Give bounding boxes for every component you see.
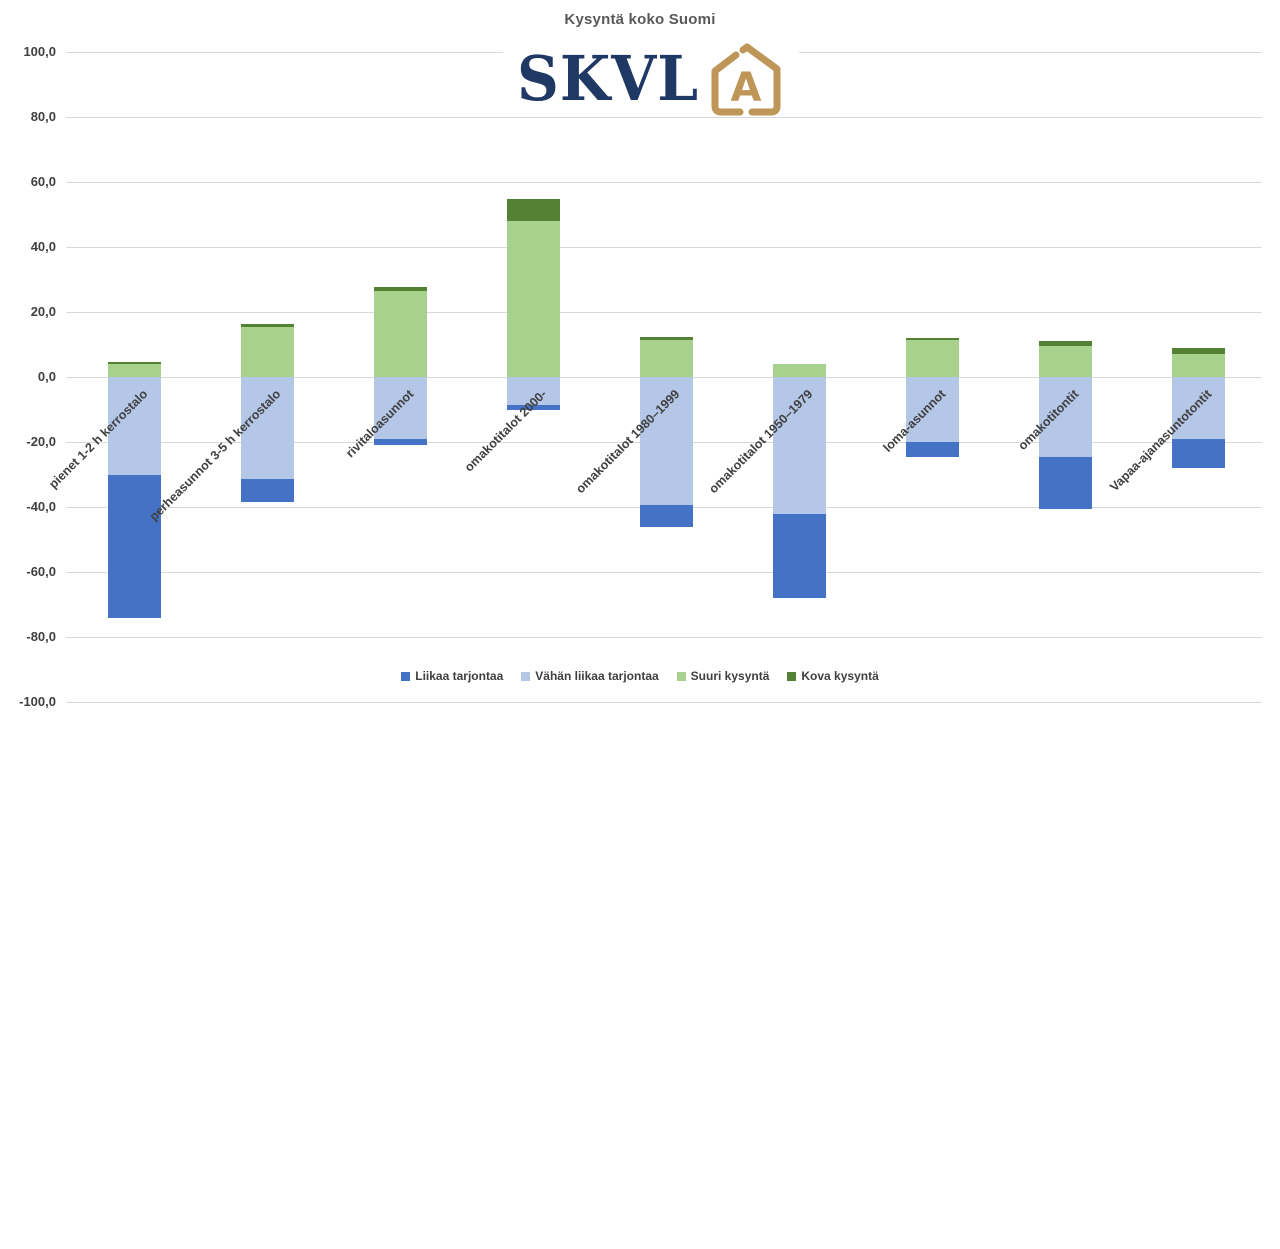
bar-segment [1172,354,1225,377]
bar-segment [906,442,959,457]
bar-segment [108,377,161,475]
y-axis-tick-label: 60,0 [30,174,56,189]
bar-segment [507,377,560,405]
bar-segment [1039,346,1092,377]
y-axis-tick-label: -20,0 [26,434,56,449]
bar-segment [241,479,294,503]
bar-segment [1172,438,1225,468]
bar-segment [374,286,427,291]
bar-segment [640,377,693,506]
skvl-logo: SKVL A [503,41,799,117]
chart-canvas: Kysyntä koko Suomi 100,0 80,0 60,0 40,0 20,0… [0,11,1280,709]
bar-segment [108,474,161,618]
bar-segment [1172,347,1225,355]
category-label: loma-asunnot [880,387,949,455]
bar-segment [640,505,693,527]
bar-segment [1039,456,1092,509]
legend-label: Suuri kysyntä [690,669,770,683]
bar-segment [374,438,427,446]
bar-segment [773,364,826,377]
legend-label: Liikaa tarjontaa [415,669,504,683]
bar-segment [374,377,427,439]
bar-segment [773,377,826,514]
bar-segment [640,339,693,377]
y-axis-tick-label: 80,0 [30,109,56,124]
legend-swatch [787,671,797,681]
legend-swatch [401,671,411,681]
gridline [66,571,1262,573]
legend-swatch [521,671,531,681]
legend-label: Kova kysyntä [801,669,879,683]
house-letter: A [731,65,762,111]
legend-label: Vähän liikaa tarjontaa [535,669,659,683]
y-axis-tick-label: 0,0 [37,369,56,384]
y-axis-tick-label: -100,0 [19,694,56,709]
legend-item: Suuri kysyntä [676,669,770,683]
gridline [66,636,1262,638]
y-axis-tick-label: 20,0 [30,304,56,319]
bar-segment [640,337,693,340]
bar-segment [241,324,294,327]
bar-segment [507,221,560,377]
legend-item: Liikaa tarjontaa [401,669,503,683]
y-axis-tick-label: 40,0 [30,239,56,254]
legend-item: Vähän liikaa tarjontaa [521,669,659,683]
house-outline-left [711,51,744,116]
bar-segment [1039,341,1092,347]
bar-segment [906,377,959,442]
y-axis-tick-label: -80,0 [26,629,56,644]
gridline [66,116,1262,118]
gridline [66,246,1262,248]
bar-segment [906,339,959,377]
bar-segment [773,513,826,598]
y-axis-tick-label: -40,0 [26,499,56,514]
y-axis-tick-label: -60,0 [26,564,56,579]
bar-segment [108,364,161,377]
bar-segment [241,377,294,480]
bar-segment [108,361,161,364]
gridline [66,311,1262,313]
bar-segment [374,290,427,377]
legend-swatch [676,671,686,681]
bar-segment [1039,377,1092,457]
skvl-logo-text: SKVL [516,42,700,116]
bar-segment [241,326,294,377]
gridline [66,701,1262,703]
y-axis-tick-label: 100,0 [23,44,56,59]
legend-item: Kova kysyntä [787,669,879,683]
legend: Liikaa tarjontaa Vähän liikaa tarjontaa Su… [0,669,1280,683]
bar-segment [1172,377,1225,439]
bar-segment [507,404,560,410]
gridline [66,181,1262,183]
bar-segment [507,199,560,221]
bar-segment [906,338,959,340]
chart-title: Kysyntä koko Suomi [564,11,716,28]
house-outline-right [739,43,781,116]
skvl-house-icon: A [711,43,781,116]
